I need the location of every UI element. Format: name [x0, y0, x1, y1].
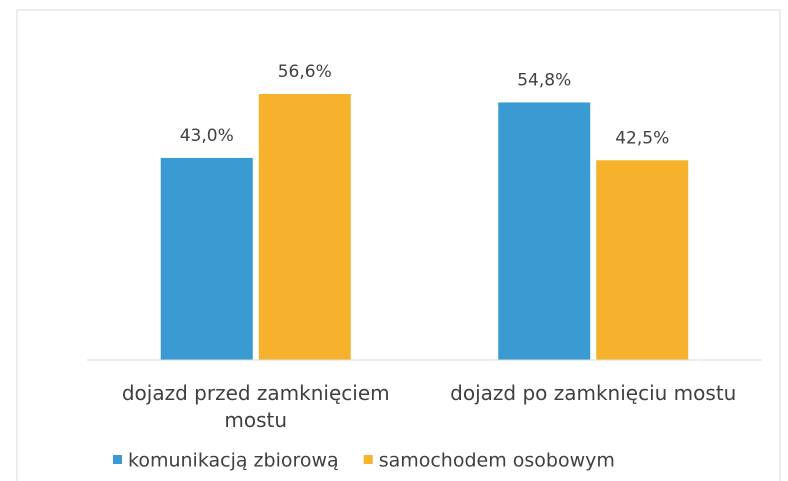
legend-swatch — [363, 455, 373, 464]
legend-label: samochodem osobowym — [379, 450, 615, 472]
bar — [596, 160, 689, 360]
legend-label: komunikacją zbiorową — [128, 450, 339, 472]
data-label: 56,6% — [278, 62, 332, 82]
bar — [160, 157, 253, 360]
x-tick-label: dojazd przed zamknięciem mostu — [121, 381, 390, 432]
data-label: 43,0% — [180, 126, 234, 146]
bar — [498, 102, 591, 360]
x-label-box: dojazd przed zamknięciem mostu — [121, 381, 390, 432]
bar — [258, 93, 351, 360]
x-label-box: dojazd po zamknięciu mostu — [450, 381, 737, 405]
legend-swatch — [113, 455, 122, 464]
data-label: 42,5% — [615, 128, 669, 148]
x-tick-label: dojazd po zamknięciu mostu — [450, 381, 737, 405]
data-label: 54,8% — [517, 70, 571, 90]
